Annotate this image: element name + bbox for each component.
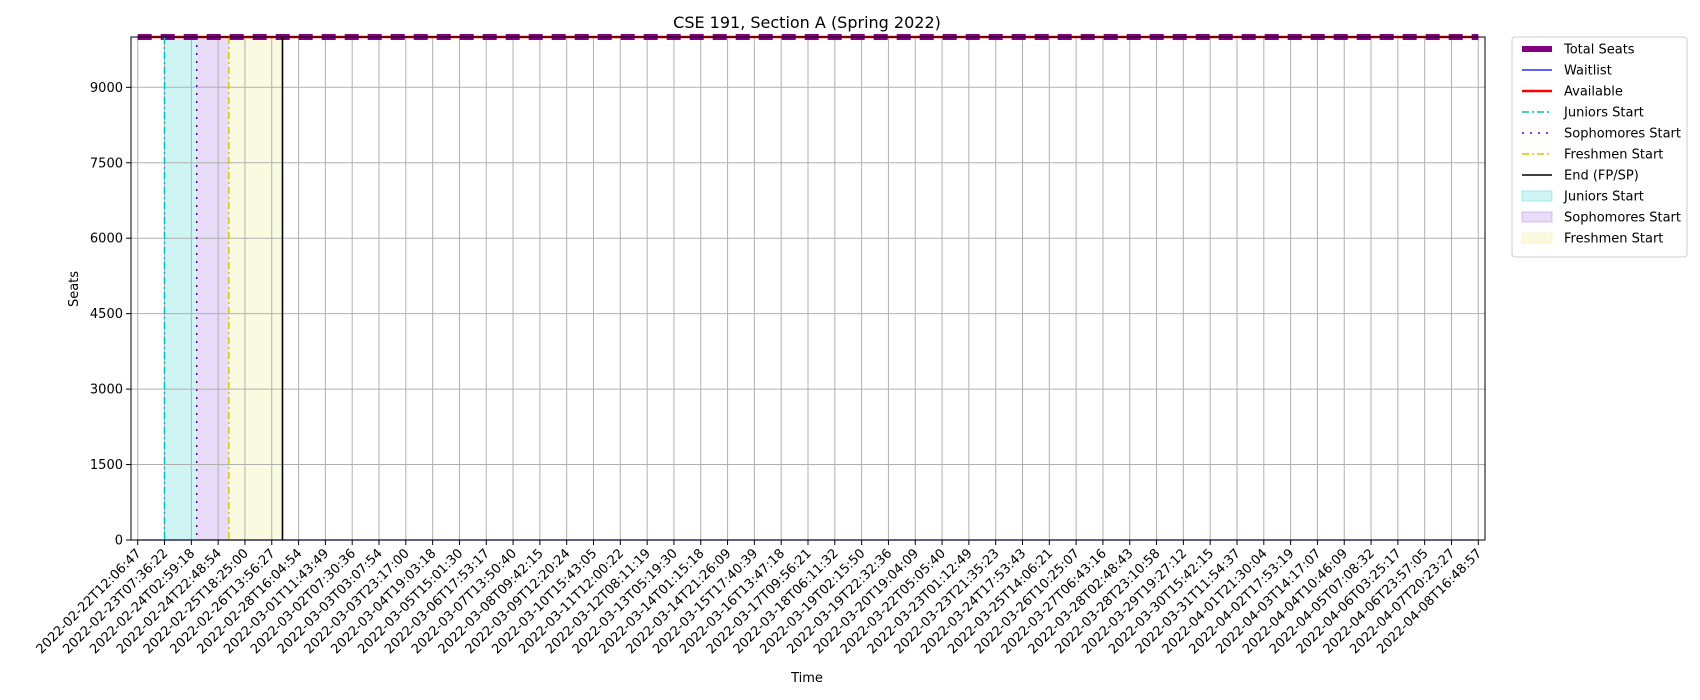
x-axis-label: Time [790,671,823,686]
span-1 [196,37,229,540]
legend-label: Sophomores Start [1564,127,1681,142]
y-tick-label: 0 [115,534,123,549]
legend-label: Waitlist [1564,64,1612,79]
legend-label: Freshmen Start [1564,148,1663,163]
legend-label: Available [1564,85,1623,100]
y-tick-label: 9000 [90,81,123,96]
legend-frame [1511,36,1688,258]
legend-swatch [1521,211,1553,223]
legend-label: Total Seats [1563,43,1635,58]
span-2 [228,37,283,540]
legend-swatch [1521,232,1553,244]
legend-label: Juniors Start [1563,106,1644,121]
chart-title: CSE 191, Section A (Spring 2022) [673,13,941,32]
legend-label: Sophomores Start [1564,211,1681,226]
legend-swatch [1521,190,1553,202]
legend-label: Juniors Start [1563,190,1644,205]
y-tick-label: 4500 [90,307,123,322]
legend: Total Seats Waitlist Available Juniors Star… [1511,36,1688,258]
y-tick-label: 3000 [90,383,123,398]
legend-label: Freshmen Start [1564,232,1663,247]
y-axis-label: Seats [67,271,82,307]
y-tick-label: 1500 [90,458,123,473]
y-tick-label: 7500 [90,156,123,171]
y-tick-label: 6000 [90,232,123,247]
legend-label: End (FP/SP) [1564,169,1639,184]
